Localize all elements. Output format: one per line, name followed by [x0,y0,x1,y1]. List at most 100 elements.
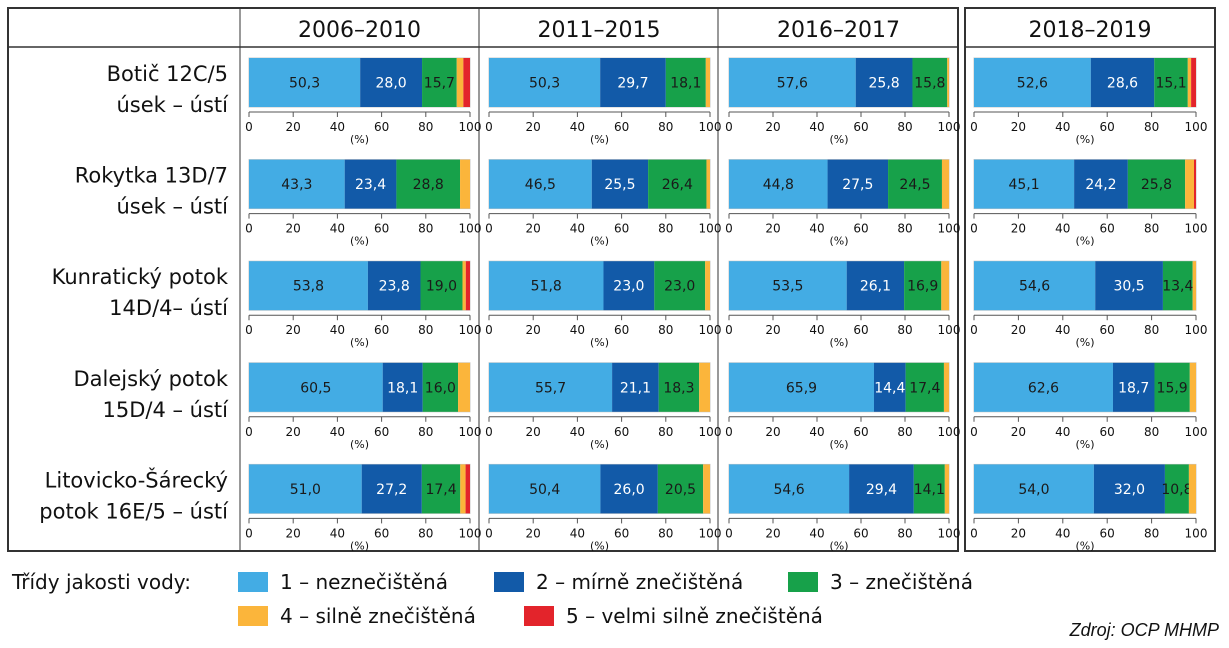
bar-segment-r2-p4-class-3 [1127,159,1186,209]
x-tick-label-r1-p1-40: 40 [330,120,345,134]
x-tick-label-r2-p4-80: 80 [1144,222,1159,236]
bar-segment-r3-p1-class-2 [367,261,421,311]
x-tick-label-r5-p3-60: 60 [853,526,868,540]
x-tick-label-r3-p1-80: 80 [418,323,433,337]
bar-segment-r2-p2-class-2 [591,159,649,209]
data-label-r1-p4-class-2: 28,6 [1107,76,1138,92]
x-unit-r4-p4: (%) [1075,438,1094,451]
bar-segment-r1-p2-class-2 [600,58,666,107]
x-tick-label-r2-p4-60: 60 [1100,222,1115,236]
bar-segment-r2-p4-class-4 [1185,159,1195,209]
x-unit-r2-p1: (%) [350,235,369,248]
data-label-r2-p2-class-3: 26,4 [662,177,693,193]
x-tick-label-r3-p3-0: 0 [725,323,733,337]
x-tick-label-r3-p4-80: 80 [1144,323,1159,337]
legend: Třídy jakosti vody: 1 – neznečištěná 2 –… [12,568,1012,638]
bar-segment-r4-p2-class-3 [658,362,700,412]
x-tick-label-r5-p3-100: 100 [938,526,961,540]
bar-segment-r2-p2-class-4 [706,159,710,209]
site-label-4-line-1: Dalejský potok [73,367,228,391]
x-tick-label-r1-p4-0: 0 [970,120,978,134]
x-tick-label-r1-p1-0: 0 [245,120,253,134]
data-label-r3-p4-class-3: 13,4 [1162,279,1193,295]
bar-segment-r2-p4-class-5 [1194,159,1196,209]
bar-segment-r1-p2-class-1 [489,58,601,107]
data-label-r4-p1-class-1: 60,5 [300,380,331,396]
data-label-r1-p4-class-1: 52,6 [1017,76,1048,92]
data-label-r4-p3-class-3: 17,4 [909,380,940,396]
bar-segment-r1-p1-class-4 [456,58,464,107]
data-label-r4-p4-class-1: 62,6 [1028,380,1059,396]
bar-segment-r3-p3-class-2 [846,261,905,311]
data-label-r1-p3-class-1: 57,6 [777,76,808,92]
bar-segment-r1-p4-class-2 [1090,58,1155,107]
x-unit-r1-p2: (%) [590,133,609,146]
x-tick-label-r2-p3-20: 20 [765,222,780,236]
x-tick-label-r4-p3-0: 0 [725,425,733,439]
legend-swatch-class-2 [494,572,524,592]
x-tick-label-r4-p1-40: 40 [330,425,345,439]
bar-segment-r5-p1-class-3 [421,464,461,514]
data-label-r2-p2-class-1: 46,5 [525,177,556,193]
data-label-r2-p4-class-2: 24,2 [1085,177,1116,193]
table-frame-main [7,7,959,552]
x-tick-label-r5-p4-20: 20 [1011,526,1026,540]
bar-segment-r3-p1-class-4 [462,261,466,311]
x-tick-label-r4-p4-100: 100 [1185,425,1208,439]
data-label-r1-p3-class-3: 15,8 [914,76,945,92]
legend-item-class-2: 2 – mírně znečištěná [494,570,743,594]
bar-segment-r3-p3-class-1 [729,261,847,311]
data-label-r5-p1-class-2: 27,2 [376,482,407,498]
x-tick-label-r1-p2-40: 40 [570,120,585,134]
bar-segment-r1-p4-class-5 [1191,58,1196,107]
x-tick-label-r3-p3-40: 40 [809,323,824,337]
bar-segment-r2-p2-class-1 [489,159,592,209]
site-label-4-line-2: 15D/4 – ústí [103,398,230,422]
data-label-r4-p3-class-1: 65,9 [786,380,817,396]
data-label-r3-p3-class-2: 26,1 [860,279,891,295]
x-tick-label-r1-p2-60: 60 [614,120,629,134]
data-label-r2-p4-class-1: 45,1 [1008,177,1039,193]
x-tick-label-r2-p1-80: 80 [418,222,433,236]
x-unit-r4-p1: (%) [350,438,369,451]
bar-segment-r3-p4-class-2 [1095,261,1163,311]
bar-segment-r4-p4-class-1 [974,362,1113,412]
x-tick-label-r4-p3-80: 80 [897,425,912,439]
x-tick-label-r4-p4-40: 40 [1055,425,1070,439]
bar-segment-r2-p4-class-2 [1074,159,1128,209]
site-label-5-line-2: potok 16E/5 – ústí [39,499,229,523]
bar-segment-r1-p2-class-4 [705,58,710,107]
data-label-r3-p3-class-3: 16,9 [907,279,938,295]
x-tick-label-r2-p3-60: 60 [853,222,868,236]
data-label-r4-p1-class-3: 16,0 [425,380,456,396]
bar-segment-r1-p1-class-1 [249,58,361,107]
x-tick-label-r1-p1-100: 100 [459,120,482,134]
x-tick-label-r2-p2-20: 20 [526,222,541,236]
x-tick-label-r5-p2-40: 40 [570,526,585,540]
bar-segment-r2-p1-class-4 [460,159,470,209]
x-tick-label-r2-p2-40: 40 [570,222,585,236]
x-tick-label-r2-p1-40: 40 [330,222,345,236]
x-tick-label-r5-p1-0: 0 [245,526,253,540]
bar-segment-r2-p2-class-3 [648,159,707,209]
x-tick-label-r3-p4-20: 20 [1011,323,1026,337]
bar-segment-r5-p3-class-4 [944,464,949,514]
bar-segment-r1-p4-class-3 [1154,58,1188,107]
data-label-r2-p3-class-1: 44,8 [763,177,794,193]
x-tick-label-r5-p2-0: 0 [485,526,493,540]
bar-segment-r5-p2-class-1 [489,464,601,514]
bar-segment-r2-p3-class-1 [729,159,828,209]
bar-segment-r1-p1-class-3 [422,58,457,107]
data-label-r3-p1-class-1: 53,8 [293,279,324,295]
bar-segment-r4-p3-class-1 [729,362,874,412]
bar-segment-r2-p1-class-1 [249,159,345,209]
bar-segment-r3-p1-class-1 [249,261,368,311]
x-tick-label-r1-p4-60: 60 [1100,120,1115,134]
x-tick-label-r3-p1-40: 40 [330,323,345,337]
legend-label-class-1: 1 – neznečištěná [280,570,448,594]
x-unit-r4-p3: (%) [829,438,848,451]
x-unit-r3-p2: (%) [590,336,609,349]
bar-segment-r5-p4-class-2 [1093,464,1165,514]
x-tick-label-r4-p2-80: 80 [658,425,673,439]
x-tick-label-r3-p4-100: 100 [1185,323,1208,337]
